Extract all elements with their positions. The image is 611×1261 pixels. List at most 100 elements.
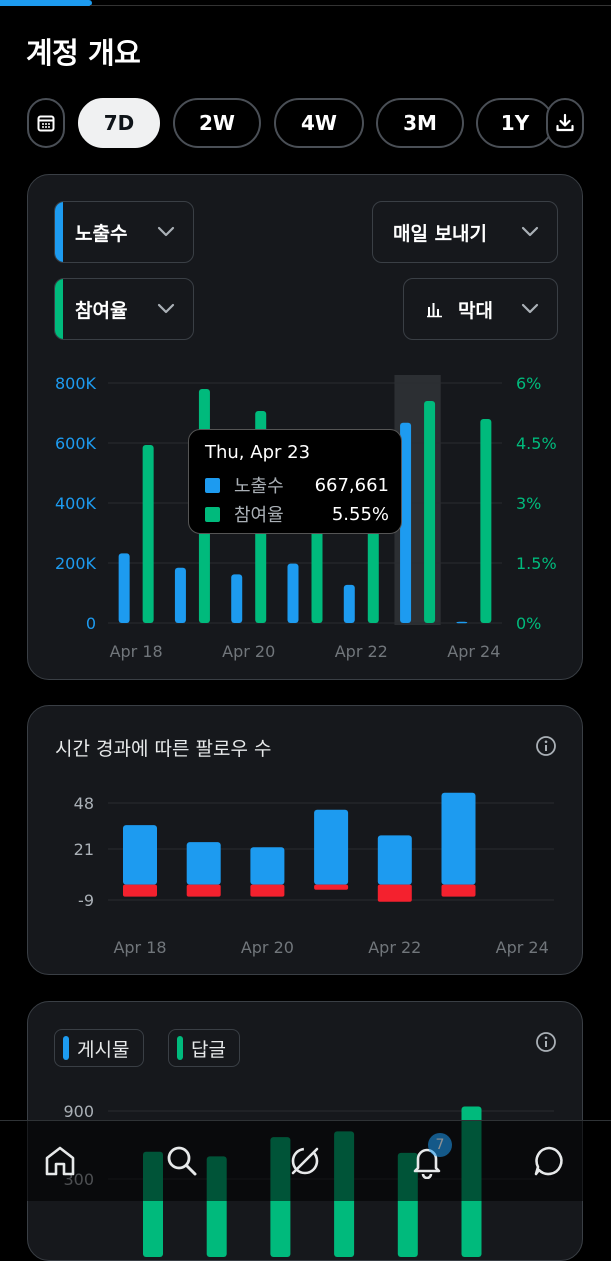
impressions-bar (400, 422, 412, 623)
metric1-label: 노출수 (75, 222, 128, 245)
y-left-tick-label: 200K (55, 554, 97, 573)
y-right-tick-label: 1.5% (516, 554, 557, 573)
metric2-selector[interactable]: 참여율 (54, 278, 194, 340)
follows-bar (377, 835, 412, 885)
x-tick-label: Apr 20 (241, 938, 294, 957)
y-left-tick-label: 400K (55, 494, 97, 513)
progress-fill (0, 0, 92, 6)
unfollows-bar (186, 884, 221, 897)
x-tick-label: Apr 22 (335, 642, 388, 661)
y-tick-label: 21 (74, 840, 94, 859)
tooltip-metric-value: 5.55% (331, 503, 389, 525)
x-tick-label: Apr 20 (222, 642, 275, 661)
search-icon (167, 1146, 197, 1176)
calendar-icon (37, 115, 55, 132)
home-icon (45, 1146, 75, 1176)
x-tick-label: Apr 22 (368, 938, 421, 957)
tooltip-date: Thu, Apr 23 (205, 442, 311, 463)
legend-replies-swatch (177, 1036, 183, 1060)
tooltip-swatch-green (205, 506, 220, 522)
chevron-down-icon (157, 303, 175, 314)
progress-track-line (90, 5, 611, 6)
tooltip-metric-name: 참여율 (234, 505, 284, 526)
frequency-selector[interactable]: 매일 보내기 (372, 201, 558, 263)
unfollows-bar (377, 884, 412, 902)
range-2w-tab[interactable]: 2W (173, 98, 261, 148)
follows-bar (250, 847, 285, 885)
range-3m-tab[interactable]: 3M (376, 98, 464, 148)
follows-bar (186, 842, 221, 885)
legend-replies-label: 답글 (191, 1038, 226, 1061)
info-icon[interactable] (535, 735, 557, 757)
date-range-selector: 7D 2W 4W 3M 1Y (0, 98, 611, 150)
frequency-label: 매일 보내기 (393, 222, 488, 245)
engagement-bar (424, 401, 436, 623)
impressions-bar (174, 567, 186, 623)
legend-replies[interactable]: 답글 (168, 1029, 240, 1067)
y-right-tick-label: 6% (516, 374, 541, 393)
notification-count-badge: 7 (428, 1133, 452, 1157)
metric1-color-stripe (55, 202, 63, 262)
chart-type-label: 막대 (458, 299, 493, 322)
metric2-label: 참여율 (75, 299, 128, 322)
nav-messages[interactable] (527, 1139, 571, 1183)
nav-grok[interactable] (283, 1139, 327, 1183)
metric2-color-stripe (55, 279, 63, 339)
y-left-tick-label: 600K (55, 434, 97, 453)
export-button[interactable] (546, 98, 584, 148)
unfollows-bar (250, 884, 285, 897)
followers-card: 시간 경과에 따른 팔로우 수 48 21 -9 Apr 18 Apr 20 Apr 22… (27, 705, 583, 975)
chart-tooltip: Thu, Apr 23 노출수 667,661 참여율 5.55% (188, 429, 402, 534)
nav-home[interactable] (38, 1139, 82, 1183)
legend-posts-label: 게시물 (77, 1038, 130, 1061)
followers-chart[interactable]: 48 21 -9 Apr 18 Apr 20 Apr 22 Apr 24 (28, 786, 583, 975)
y-tick-label: 48 (74, 794, 94, 813)
info-icon[interactable] (535, 1031, 557, 1053)
metric1-selector[interactable]: 노출수 (54, 201, 194, 263)
unfollows-bar (123, 884, 157, 897)
legend-posts[interactable]: 게시물 (54, 1029, 144, 1067)
y-tick-label: 900 (63, 1102, 94, 1121)
y-tick-label: -9 (78, 891, 94, 910)
tooltip-row-impressions: 노출수 667,661 (205, 473, 389, 497)
grok-icon (291, 1147, 319, 1175)
x-tick-label: Apr 18 (113, 938, 166, 957)
tooltip-row-engagement: 참여율 5.55% (205, 502, 389, 526)
bottom-navigation-bar (0, 1120, 611, 1201)
calendar-button[interactable] (27, 98, 65, 148)
impressions-bar (118, 553, 130, 623)
range-4w-tab[interactable]: 4W (274, 98, 364, 148)
unfollows-bar (314, 884, 349, 890)
y-right-tick-label: 3% (516, 494, 541, 513)
follows-bar (441, 792, 476, 885)
tooltip-metric-name: 노출수 (234, 476, 284, 497)
unfollows-bar (441, 884, 476, 897)
page-title: 계정 개요 (26, 36, 141, 70)
y-right-tick-label: 0% (516, 614, 541, 633)
range-7d-tab[interactable]: 7D (78, 98, 160, 148)
impressions-bar (231, 574, 243, 623)
impressions-bar (343, 584, 355, 623)
x-tick-label: Apr 24 (447, 642, 500, 661)
chevron-down-icon (521, 226, 539, 237)
messages-icon (534, 1146, 563, 1176)
chevron-down-icon (157, 226, 175, 237)
follows-bar (123, 825, 157, 885)
download-icon (556, 113, 574, 132)
y-right-tick-label: 4.5% (516, 434, 557, 453)
follows-bar (314, 809, 349, 885)
x-tick-label: Apr 18 (110, 642, 163, 661)
bar-chart-icon (427, 303, 442, 318)
legend-posts-swatch (63, 1036, 69, 1060)
impressions-bar (456, 621, 468, 624)
x-tick-label: Apr 24 (496, 938, 549, 957)
nav-search[interactable] (160, 1139, 204, 1183)
impressions-bar (287, 563, 299, 623)
chart-type-selector[interactable]: 막대 (403, 278, 558, 340)
tooltip-swatch-blue (205, 477, 220, 493)
engagement-bar (142, 445, 154, 623)
impressions-engagement-card: 노출수 매일 보내기 참여율 막대 800K 600K 400K 200K 0 6% 4.5… (27, 174, 583, 680)
range-1y-tab[interactable]: 1Y (476, 98, 554, 148)
y-left-tick-label: 800K (55, 374, 97, 393)
y-left-tick-label: 0 (86, 614, 96, 633)
